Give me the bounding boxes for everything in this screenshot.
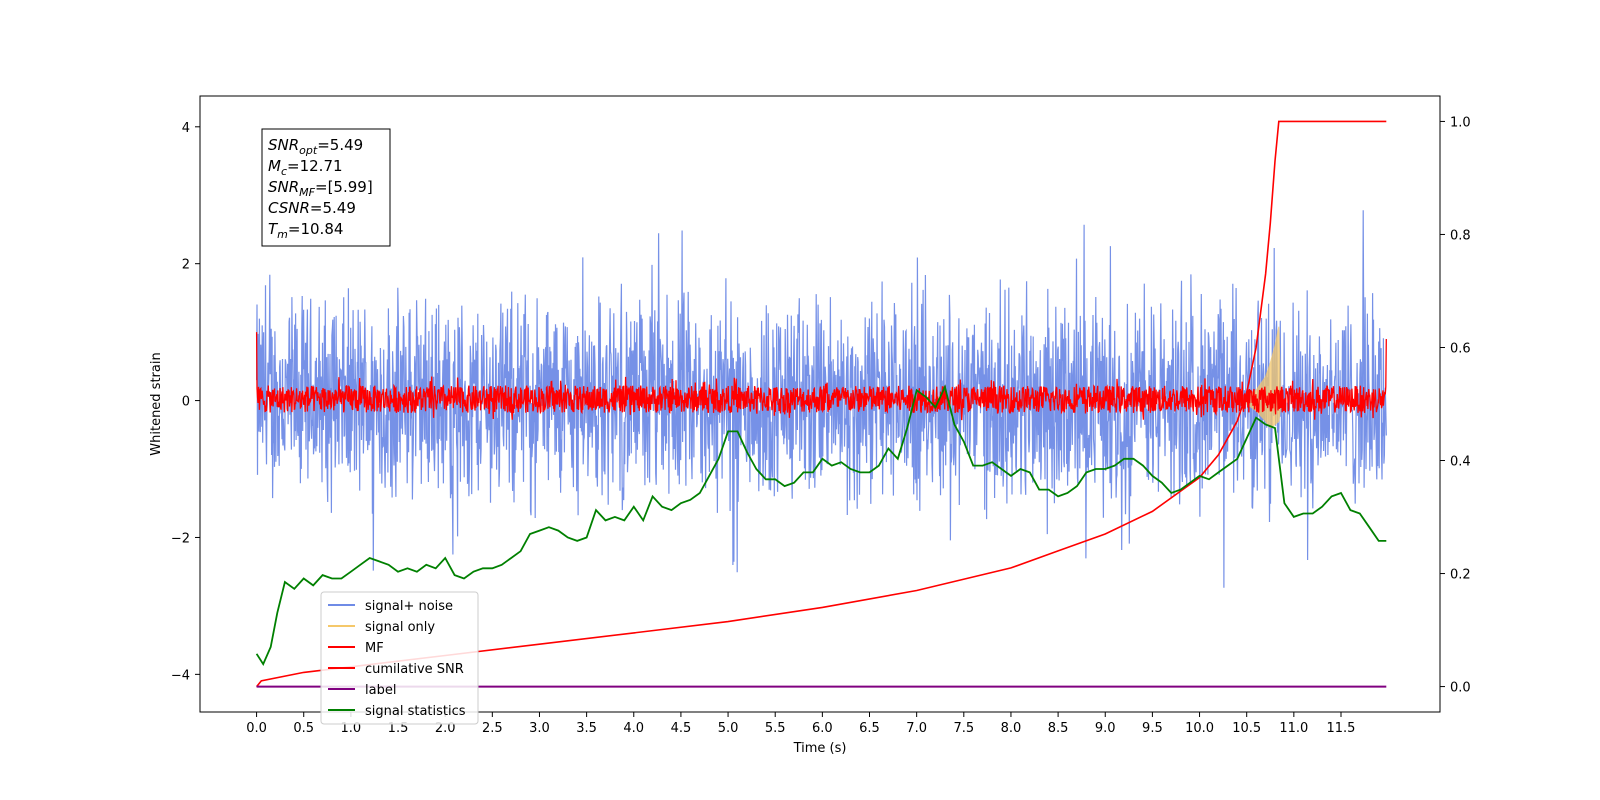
annotation-box: SNRopt=5.49Mc=12.71SNRMF=[5.99]CSNR=5.49… [261,128,391,247]
x-tick-label: 5.5 [765,721,786,736]
y2-tick-label: 0.0 [1450,681,1471,696]
x-tick-label: 3.5 [576,721,597,736]
y-tick-label: −4 [171,668,190,683]
legend-frame [320,591,479,725]
series-mf [255,332,1387,421]
legend-label: signal only [365,620,435,635]
x-tick-label: 11.5 [1327,721,1356,736]
x-tick-label: 1.0 [341,721,362,736]
y2-tick-label: 0.4 [1450,455,1471,470]
annotation-line: SNRMF=[5.99] [268,178,373,199]
annotation-frame [261,128,391,247]
plot-area [255,120,1387,688]
x-axis-label: Time (s) [793,741,847,756]
annotation-line: Mc=12.71 [268,157,343,178]
legend-label: cumilative SNR [365,662,464,677]
y2-tick-label: 0.6 [1450,341,1471,356]
y2-tick-label: 0.2 [1450,568,1471,583]
legend-label: MF [365,641,384,656]
y-tick-label: 4 [182,121,190,136]
x-tick-label: 3.0 [529,721,550,736]
y-tick-label: 2 [182,258,190,273]
annotation-line: Tm=10.84 [268,220,343,241]
x-tick-label: 11.0 [1279,721,1308,736]
y-tick-label: 0 [182,395,190,410]
x-tick-label: 0.0 [246,721,267,736]
x-tick-label: 10.0 [1185,721,1214,736]
legend: signal+ noise signal only MF cumilative SNR… [320,591,479,725]
x-tick-label: 8.5 [1048,721,1069,736]
x-tick-label: 7.5 [953,721,974,736]
legend-label: signal statistics [365,704,466,719]
x-tick-label: 6.5 [859,721,880,736]
x-tick-label: 2.5 [482,721,503,736]
y-axis-label: Whitened strain [149,352,164,455]
x-tick-label: 4.5 [671,721,692,736]
series-signal-noise [256,210,1387,588]
x-tick-label: 9.0 [1095,721,1116,736]
legend-label: label [365,683,396,698]
x-tick-label: 8.0 [1001,721,1022,736]
x-tick-label: 4.0 [623,721,644,736]
y-tick-label: −2 [171,531,190,546]
y2-tick-label: 0.8 [1450,228,1471,243]
annotation-line: SNRopt=5.49 [268,136,363,157]
x-tick-label: 5.0 [718,721,739,736]
x-tick-label: 7.0 [906,721,927,736]
plot-frame [199,95,1441,713]
x-tick-label: 1.5 [388,721,409,736]
x-tick-label: 2.0 [435,721,456,736]
x-tick-label: 10.5 [1232,721,1261,736]
axes: 0.0 0.5 1.0 1.5 2.0 2.5 3.0 3.5 4.0 4.5 5.0 5.5 6.0 6… [171,115,1471,736]
legend-label: signal+ noise [365,599,453,614]
x-tick-label: 0.5 [293,721,314,736]
x-tick-label: 6.0 [812,721,833,736]
annotation-line: CSNR=5.49 [268,199,356,217]
series-signal-statistics [255,384,1387,667]
y2-tick-label: 1.0 [1450,115,1471,130]
x-tick-label: 9.5 [1142,721,1163,736]
